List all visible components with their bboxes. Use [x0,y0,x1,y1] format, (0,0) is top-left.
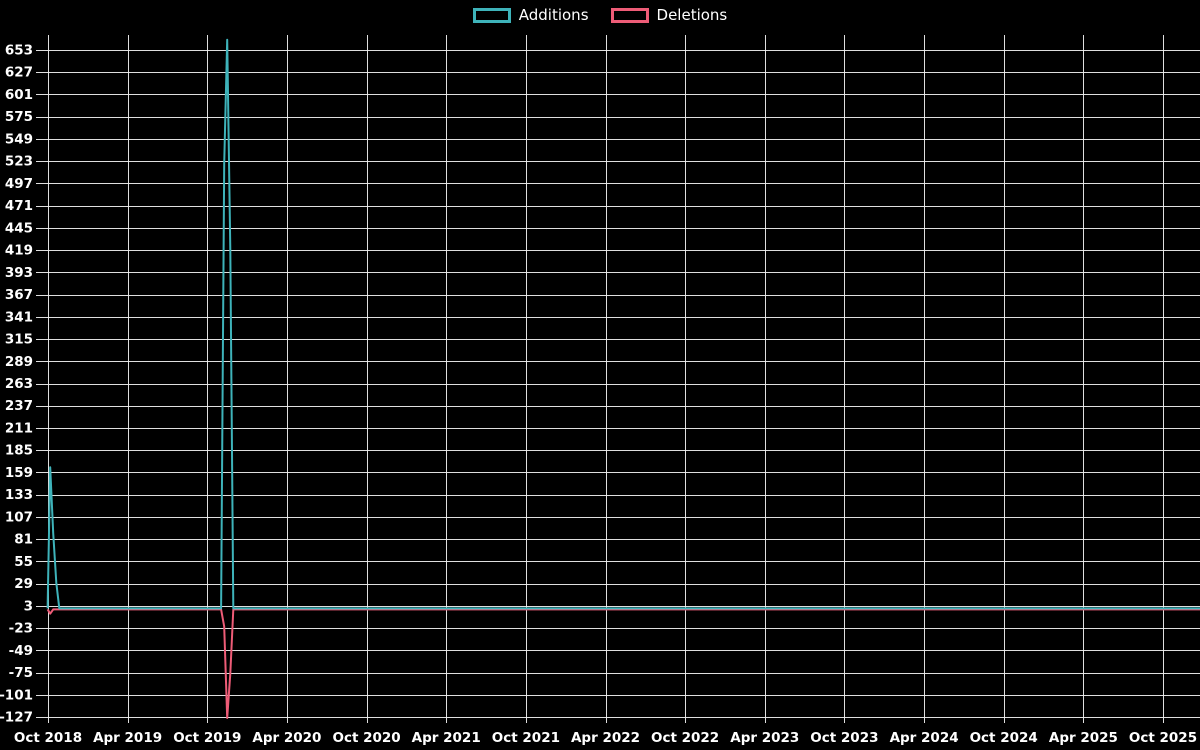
svg-text:Oct 2024: Oct 2024 [970,730,1038,746]
svg-text:-23: -23 [9,621,33,637]
legend-item-deletions[interactable]: Deletions [610,6,728,24]
x-axis-labels: Oct 2018 Apr 2019 Oct 2019 Apr 2020 Oct 2020… [14,730,1197,746]
svg-text:367: 367 [5,287,33,303]
svg-text:Apr 2025: Apr 2025 [1049,730,1118,746]
svg-text:133: 133 [5,487,33,503]
svg-text:Oct 2018: Oct 2018 [14,730,82,746]
svg-text:55: 55 [14,554,33,570]
svg-text:263: 263 [5,376,33,392]
chart-legend: Additions Deletions [0,8,1200,23]
svg-text:Oct 2022: Oct 2022 [651,730,719,746]
svg-text:575: 575 [5,109,33,125]
svg-text:315: 315 [5,332,33,348]
x-gridlines [48,35,1164,723]
svg-text:445: 445 [5,220,33,236]
svg-text:159: 159 [5,465,33,481]
svg-text:523: 523 [5,154,33,170]
svg-text:653: 653 [5,43,33,59]
svg-text:Oct 2019: Oct 2019 [173,730,241,746]
svg-text:237: 237 [5,398,33,414]
svg-text:497: 497 [5,176,33,192]
svg-text:419: 419 [5,243,33,259]
svg-text:Apr 2020: Apr 2020 [252,730,321,746]
svg-text:549: 549 [5,131,33,147]
legend-item-additions[interactable]: Additions [472,6,589,24]
svg-text:Apr 2024: Apr 2024 [890,730,959,746]
svg-text:81: 81 [14,532,33,548]
svg-text:Oct 2025: Oct 2025 [1129,730,1197,746]
svg-text:185: 185 [5,443,33,459]
svg-text:Apr 2019: Apr 2019 [93,730,162,746]
legend-label-deletions: Deletions [656,6,728,24]
svg-text:Oct 2021: Oct 2021 [492,730,560,746]
svg-text:Apr 2023: Apr 2023 [730,730,799,746]
additions-line [46,38,1200,610]
legend-swatch-additions-icon [472,8,511,23]
svg-text:Oct 2020: Oct 2020 [332,730,400,746]
deletions-line [46,608,1200,719]
legend-swatch-deletions-icon [610,8,649,23]
svg-text:Apr 2021: Apr 2021 [412,730,481,746]
svg-text:471: 471 [5,198,33,214]
legend-label-additions: Additions [518,6,589,24]
svg-text:601: 601 [5,87,33,103]
svg-text:-49: -49 [9,643,33,659]
y-axis-labels: 653 627 601 575 549 523 497 471 445 419 393 367 341 3… [0,43,33,726]
y-gridlines [36,50,1200,718]
svg-text:Oct 2023: Oct 2023 [810,730,878,746]
svg-text:-127: -127 [0,710,33,726]
svg-text:29: 29 [14,576,33,592]
svg-text:211: 211 [5,421,33,437]
svg-text:107: 107 [5,509,33,525]
svg-text:627: 627 [5,65,33,81]
svg-text:-75: -75 [9,665,33,681]
svg-text:3: 3 [24,598,33,614]
svg-text:341: 341 [5,309,33,325]
svg-text:289: 289 [5,354,33,370]
svg-text:Apr 2022: Apr 2022 [571,730,640,746]
svg-text:393: 393 [5,265,33,281]
svg-text:-101: -101 [0,687,33,703]
